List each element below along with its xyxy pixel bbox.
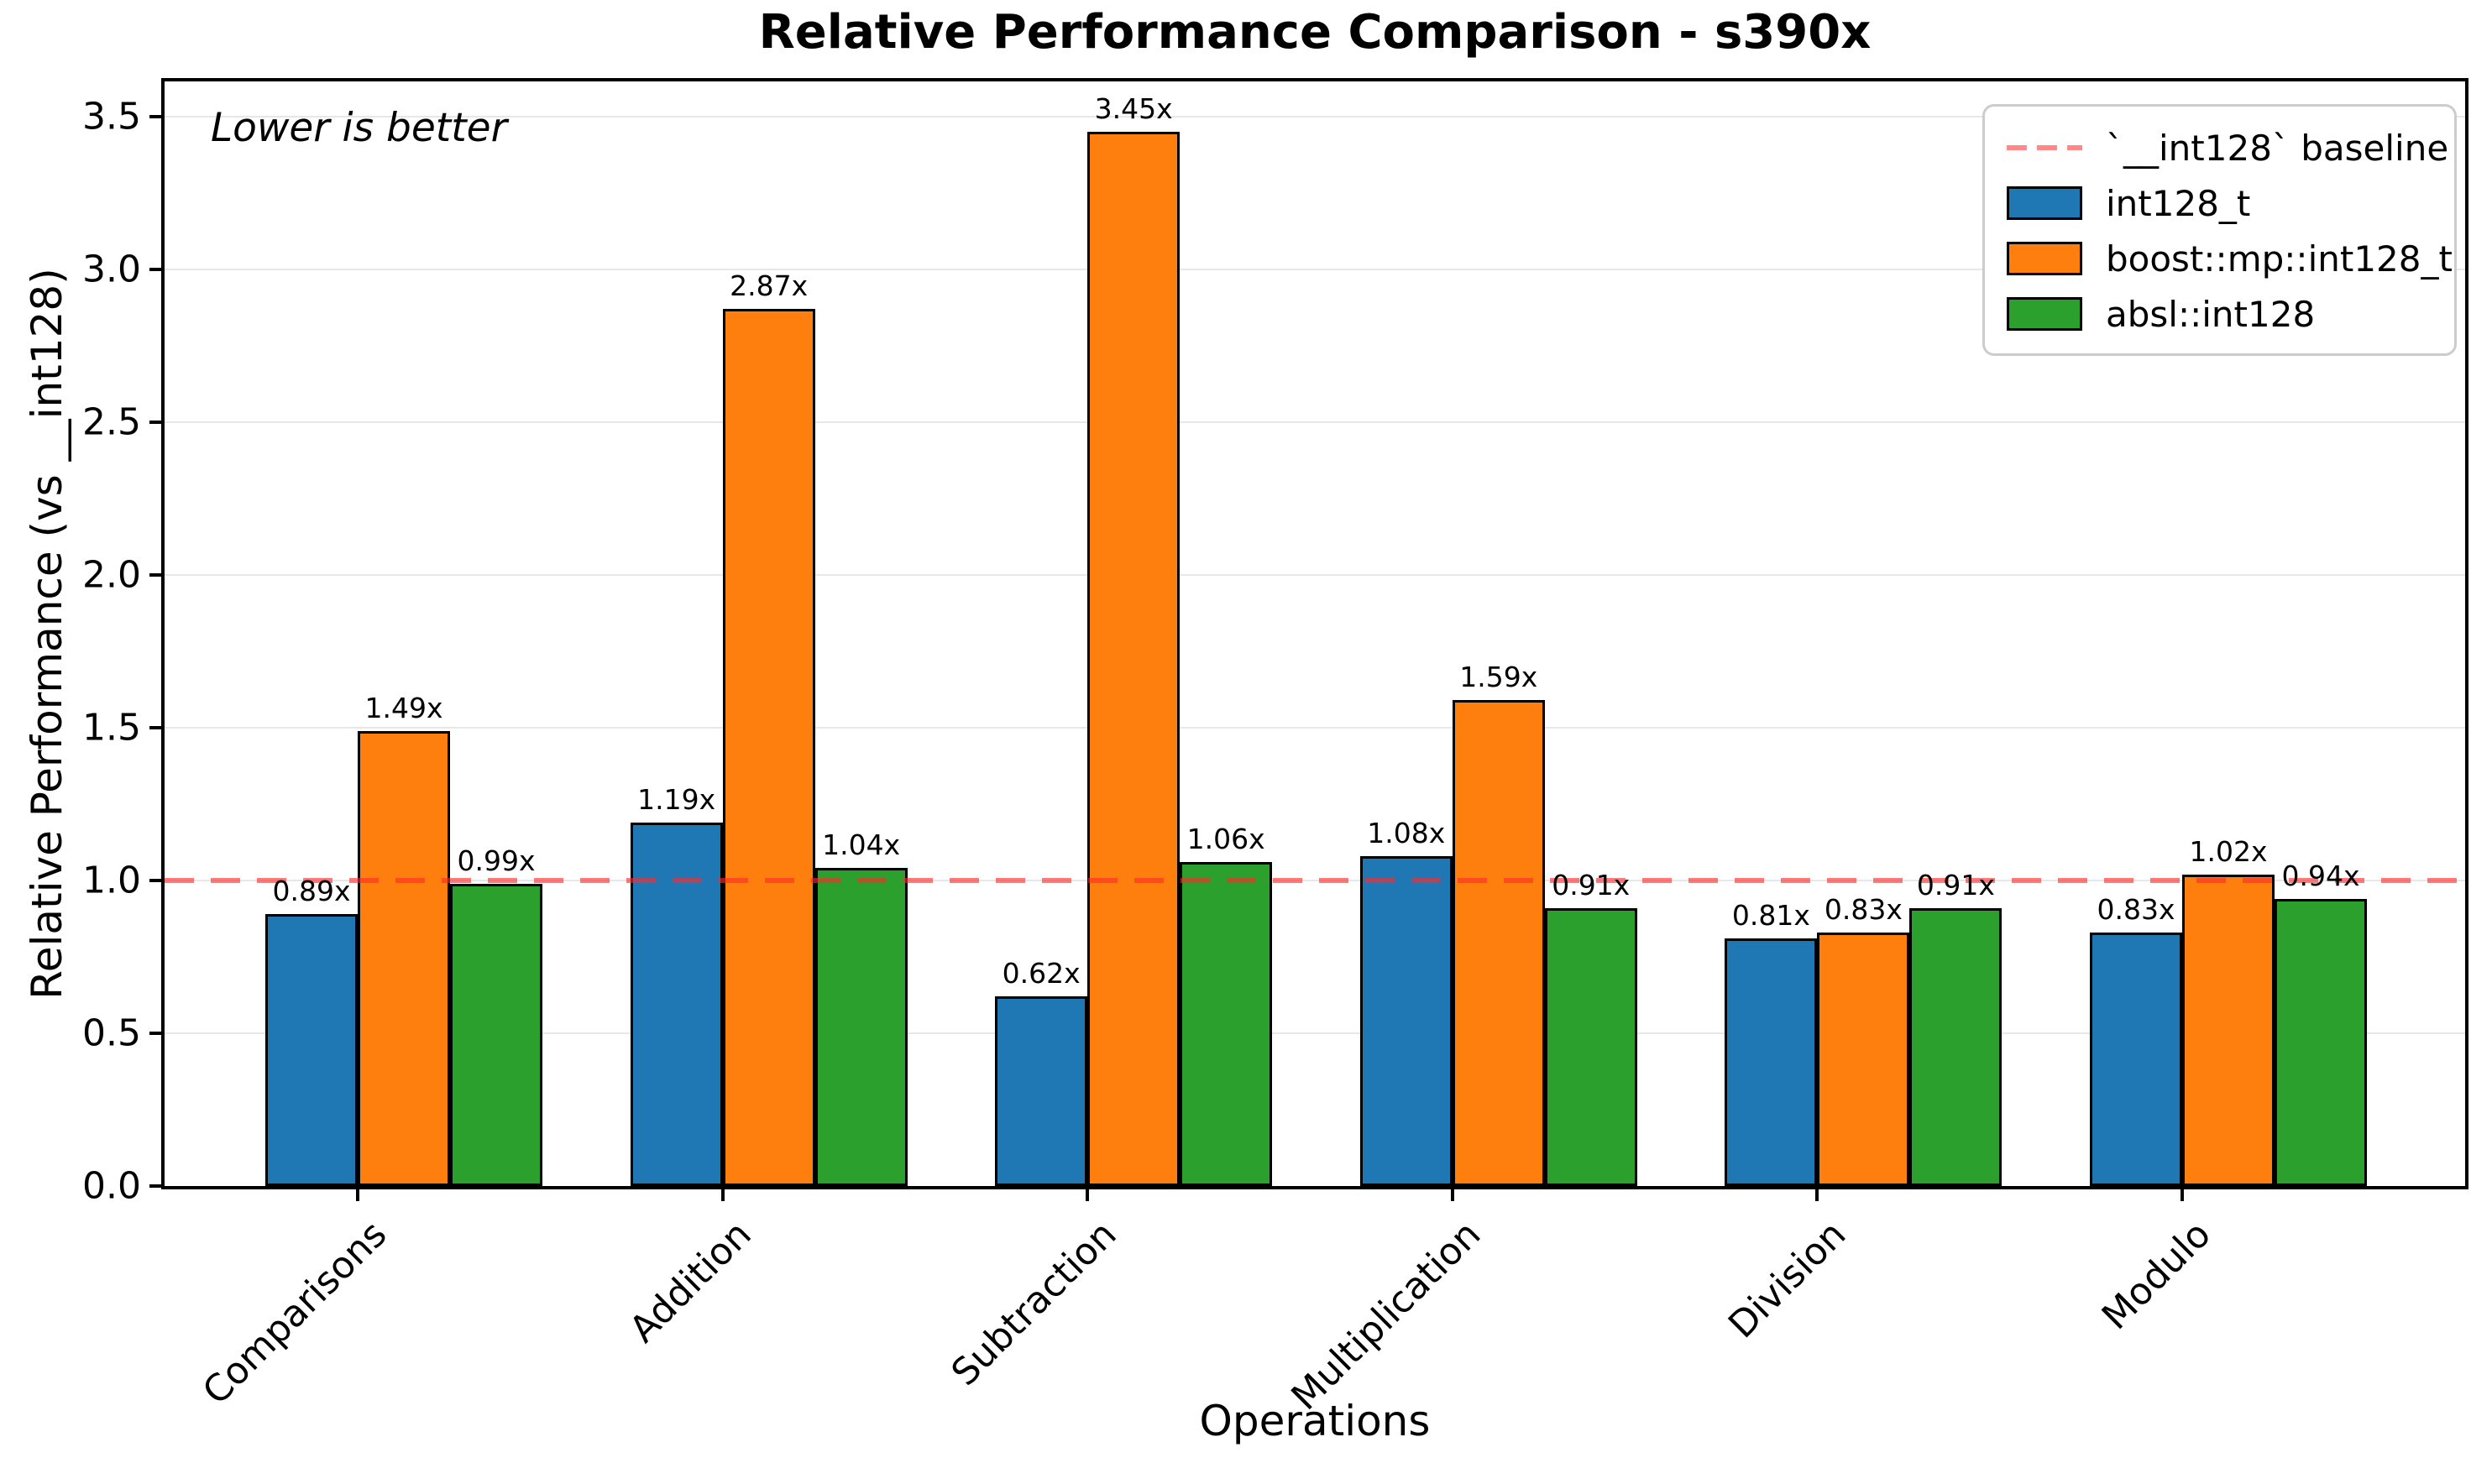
legend-dashed-line-swatch xyxy=(2007,145,2082,150)
bar-boost-mp-int128-t xyxy=(2182,874,2275,1186)
y-tick-label: 3.5 xyxy=(82,95,141,138)
legend-item: int128_t xyxy=(2007,175,2454,231)
x-tick-mark xyxy=(2180,1189,2184,1201)
bar-int128-t xyxy=(1725,938,1818,1186)
bar-value-label: 0.91x xyxy=(1916,868,1995,901)
y-tick-label: 0.5 xyxy=(82,1011,141,1055)
y-tick-label: 2.0 xyxy=(82,553,141,597)
lower-is-better-note: Lower is better xyxy=(211,105,507,151)
gridline xyxy=(165,421,2465,423)
bar-value-label: 1.02x xyxy=(2189,834,2268,868)
y-tick-label: 3.0 xyxy=(82,248,141,291)
bar-absl-int128 xyxy=(1544,907,1637,1186)
bar-absl-int128 xyxy=(814,868,908,1186)
y-tick-mark xyxy=(149,1184,161,1188)
y-tick-label: 2.5 xyxy=(82,400,141,444)
baseline-line xyxy=(165,878,2465,883)
y-tick-mark xyxy=(149,1032,161,1035)
bar-value-label: 0.83x xyxy=(1824,892,1903,926)
bar-value-label: 0.91x xyxy=(1552,868,1631,901)
bar-int128-t xyxy=(265,914,358,1186)
legend-label: `__int128` baseline xyxy=(2106,127,2449,169)
x-tick-label-text: Comparisons xyxy=(194,1213,395,1413)
bar-boost-mp-int128-t xyxy=(1817,932,1910,1186)
y-tick-mark xyxy=(149,573,161,577)
y-tick-mark xyxy=(149,879,161,882)
legend-item: boost::mp::int128_t xyxy=(2007,231,2454,286)
y-tick-label: 1.0 xyxy=(82,859,141,902)
bar-value-label: 0.99x xyxy=(457,844,536,877)
bar-int128-t xyxy=(995,996,1088,1186)
x-tick-mark xyxy=(1450,1189,1454,1201)
bar-value-label: 0.89x xyxy=(272,875,351,908)
y-tick-mark xyxy=(149,726,161,729)
x-tick-label-text: Subtraction xyxy=(943,1213,1125,1395)
legend-color-swatch xyxy=(2007,297,2082,331)
bar-int128-t xyxy=(630,822,723,1186)
bar-value-label: 1.59x xyxy=(1459,661,1538,694)
chart-title: Relative Performance Comparison - s390x xyxy=(758,5,1872,60)
bar-absl-int128 xyxy=(450,883,542,1186)
legend-label: boost::mp::int128_t xyxy=(2106,238,2453,280)
legend-label: absl::int128 xyxy=(2106,293,2316,335)
x-tick-label-text: Addition xyxy=(621,1213,760,1351)
bar-value-label: 2.87x xyxy=(730,269,809,303)
x-tick-mark xyxy=(1086,1189,1090,1201)
legend-label: int128_t xyxy=(2106,182,2251,224)
bar-value-label: 1.06x xyxy=(1186,823,1265,856)
y-tick-mark xyxy=(149,421,161,424)
y-tick-label: 0.0 xyxy=(82,1164,141,1208)
gridline xyxy=(165,269,2465,270)
legend-color-swatch xyxy=(2007,186,2082,220)
bar-value-label: 0.94x xyxy=(2281,859,2360,892)
bar-value-label: 0.62x xyxy=(1002,957,1081,990)
bar-boost-mp-int128-t xyxy=(1452,700,1545,1186)
x-tick-label-text: Multiplication xyxy=(1283,1213,1489,1419)
x-tick-label-text: Division xyxy=(1720,1213,1855,1347)
bar-value-label: 1.19x xyxy=(637,782,716,816)
bar-value-label: 0.83x xyxy=(2097,892,2175,926)
bar-value-label: 0.81x xyxy=(1731,899,1810,933)
y-tick-mark xyxy=(149,115,161,118)
bar-int128-t xyxy=(2090,932,2182,1186)
x-tick-label-text: Modulo xyxy=(2093,1213,2220,1339)
x-tick-mark xyxy=(1815,1189,1819,1201)
bar-absl-int128 xyxy=(1909,907,2002,1186)
bar-int128-t xyxy=(1359,855,1453,1186)
x-tick-mark xyxy=(356,1189,359,1201)
bar-boost-mp-int128-t xyxy=(1087,132,1181,1186)
bar-absl-int128 xyxy=(1180,862,1273,1186)
y-tick-label: 1.5 xyxy=(82,706,141,750)
bar-boost-mp-int128-t xyxy=(722,309,815,1186)
gridline xyxy=(165,727,2465,729)
gridline xyxy=(165,574,2465,576)
legend-item: `__int128` baseline xyxy=(2007,120,2454,175)
bar-boost-mp-int128-t xyxy=(358,730,450,1186)
x-tick-mark xyxy=(720,1189,725,1201)
bar-absl-int128 xyxy=(2275,898,2367,1186)
bar-value-label: 1.04x xyxy=(822,828,901,862)
x-axis-title: Operations xyxy=(1199,1397,1431,1445)
gridline xyxy=(165,116,2465,118)
y-tick-mark xyxy=(149,268,161,271)
legend-item: absl::int128 xyxy=(2007,286,2454,342)
legend-color-swatch xyxy=(2007,242,2082,275)
bar-value-label: 3.45x xyxy=(1094,92,1173,126)
bar-value-label: 1.49x xyxy=(364,691,443,724)
bar-value-label: 1.08x xyxy=(1367,816,1446,849)
gridline xyxy=(165,1032,2465,1034)
